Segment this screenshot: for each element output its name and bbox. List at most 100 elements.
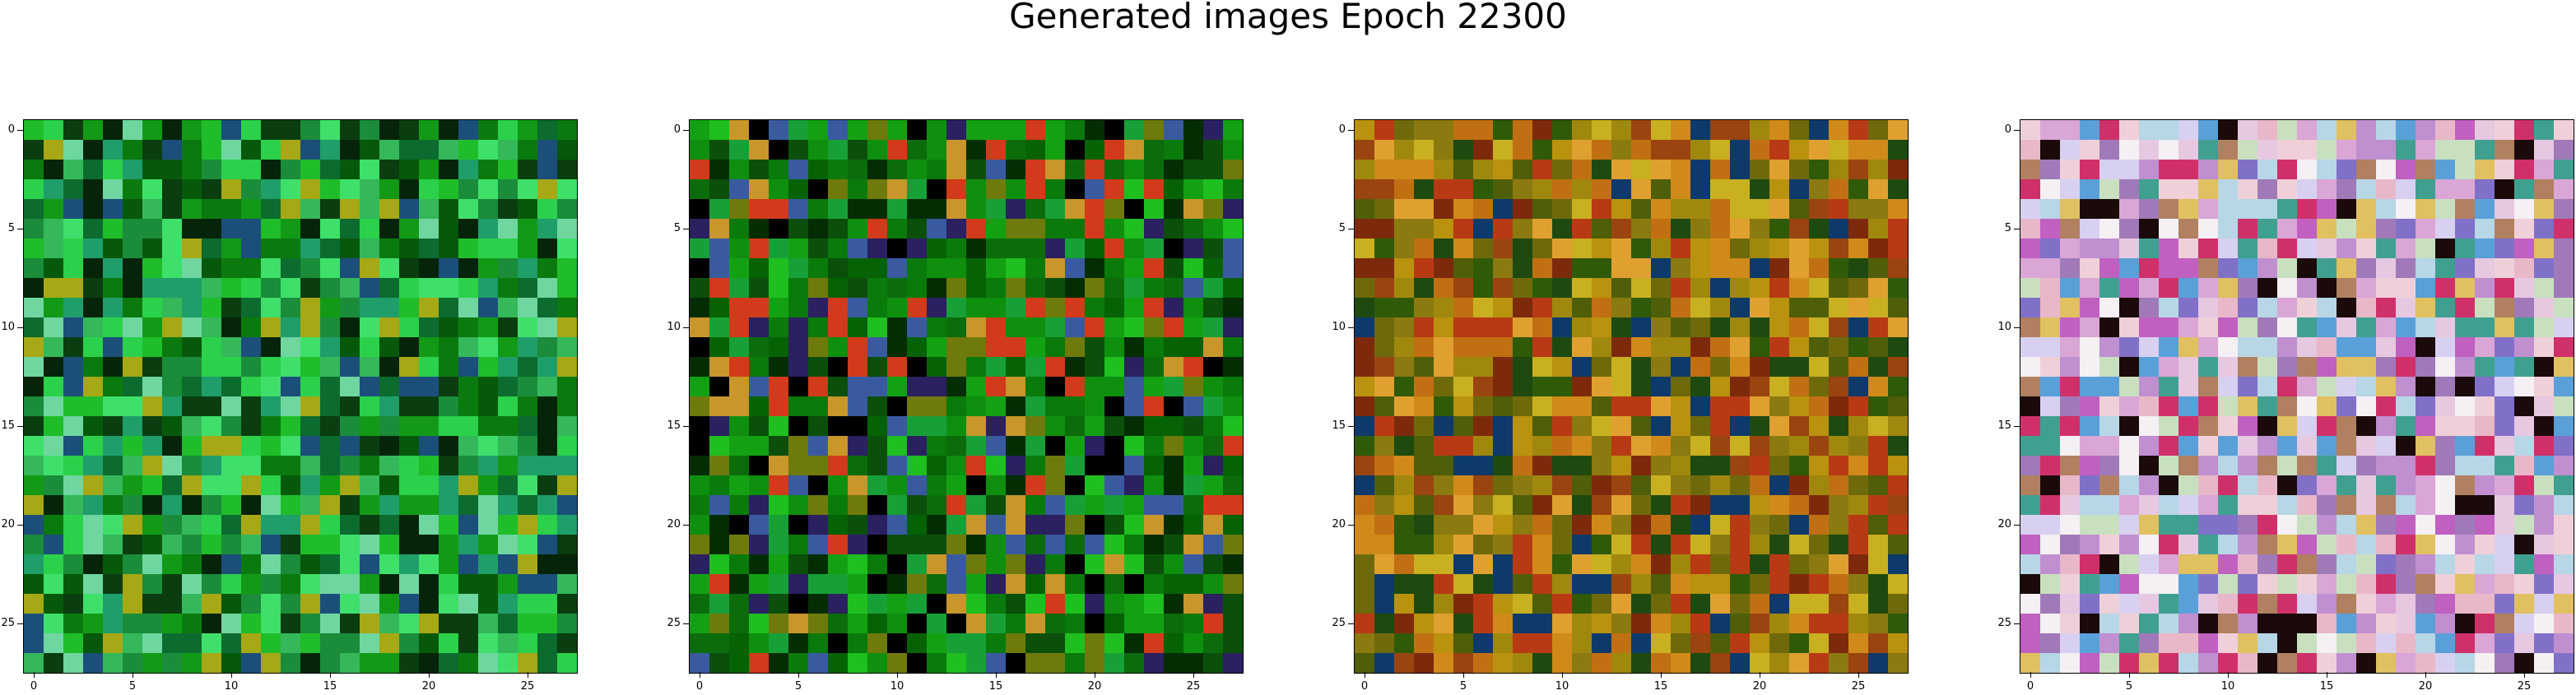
x-tick-mark	[330, 672, 331, 678]
pixel-cell	[2198, 495, 2219, 516]
pixel-cell	[709, 515, 730, 535]
pixel-cell	[1453, 574, 1474, 595]
pixel-cell	[1651, 614, 1672, 634]
pixel-cell	[162, 377, 183, 397]
pixel-cell	[162, 120, 183, 141]
pixel-cell	[907, 219, 928, 239]
pixel-cell	[1552, 160, 1573, 180]
pixel-cell	[261, 258, 281, 279]
pixel-cell	[24, 594, 44, 614]
pixel-cell	[399, 456, 420, 476]
pixel-cell	[1513, 614, 1533, 634]
pixel-cell	[2475, 377, 2495, 397]
pixel-cell	[2475, 535, 2495, 555]
pixel-cell	[241, 278, 262, 299]
pixel-cell	[1355, 495, 1375, 516]
pixel-cell	[2119, 278, 2140, 299]
pixel-cell	[1690, 396, 1711, 417]
pixel-cell	[1183, 633, 1204, 654]
pixel-cell	[518, 475, 538, 496]
pixel-cell	[2277, 337, 2298, 358]
pixel-cell	[439, 160, 459, 180]
pixel-cell	[1690, 653, 1711, 673]
pixel-cell	[2277, 653, 2298, 673]
pixel-cell	[2396, 554, 2416, 575]
pixel-cell	[24, 317, 44, 338]
pixel-cell	[2099, 633, 2120, 654]
x-tick-label: 20	[421, 680, 436, 693]
pixel-cell	[788, 160, 809, 180]
pixel-cell	[44, 633, 64, 654]
pixel-cell	[2159, 574, 2179, 595]
y-tick-mark	[2014, 327, 2020, 328]
pixel-cell	[1164, 535, 1184, 555]
pixel-cell	[2396, 594, 2416, 614]
pixel-cell	[1493, 278, 1514, 299]
pixel-cell	[690, 416, 710, 437]
pixel-cell	[340, 495, 360, 516]
pixel-cell	[1868, 633, 1889, 654]
pixel-cell	[123, 535, 143, 555]
pixel-cell	[2435, 239, 2456, 259]
pixel-cell	[557, 298, 577, 318]
pixel-cell	[419, 258, 439, 279]
pixel-cell	[537, 298, 558, 318]
pixel-cell	[966, 317, 987, 338]
x-tick-label: 0	[2026, 680, 2034, 693]
pixel-cell	[927, 219, 947, 239]
pixel-cell	[1085, 337, 1105, 358]
pixel-cell	[2238, 179, 2258, 200]
pixel-cell	[1473, 535, 1494, 555]
pixel-cell	[300, 337, 321, 358]
pixel-cell	[1104, 495, 1125, 516]
pixel-cell	[2218, 357, 2239, 378]
pixel-cell	[867, 416, 888, 437]
pixel-cell	[2297, 317, 2318, 338]
pixel-cell	[360, 377, 380, 397]
pixel-cell	[1750, 475, 1770, 496]
pixel-cell	[1374, 219, 1395, 239]
pixel-cell	[729, 377, 750, 397]
pixel-cell	[182, 554, 202, 575]
pixel-cell	[2356, 515, 2377, 535]
pixel-cell	[2198, 515, 2219, 535]
pixel-cell	[2435, 258, 2456, 279]
pixel-cell	[261, 337, 281, 358]
pixel-cell	[2475, 199, 2495, 220]
pixel-cell	[2297, 396, 2318, 417]
pixel-cell	[1104, 357, 1125, 378]
pixel-cell	[2119, 258, 2140, 279]
pixel-cell	[1006, 179, 1026, 200]
pixel-cell	[1611, 179, 1632, 200]
pixel-cell	[867, 594, 888, 614]
pixel-cell	[142, 475, 163, 496]
pixel-cell	[887, 120, 908, 141]
pixel-cell	[709, 633, 730, 654]
pixel-cell	[2099, 357, 2120, 378]
pixel-cell	[83, 317, 104, 338]
pixel-cell	[828, 614, 849, 634]
pixel-cell	[2139, 535, 2160, 555]
pixel-cell	[1789, 179, 1810, 200]
pixel-cell	[221, 160, 242, 180]
x-tick-label: 15	[323, 680, 337, 693]
pixel-cell	[1414, 456, 1434, 476]
pixel-cell	[1374, 475, 1395, 496]
pixel-cell	[83, 653, 104, 673]
pixel-cell	[1829, 140, 1849, 160]
pixel-cell	[44, 357, 64, 378]
pixel-cell	[1085, 258, 1105, 279]
pixel-cell	[399, 337, 420, 358]
pixel-cell	[1124, 120, 1145, 141]
pixel-cell	[241, 239, 262, 259]
pixel-cell	[2139, 495, 2160, 516]
pixel-cell	[1104, 120, 1125, 141]
pixel-cell	[1730, 317, 1751, 338]
pixel-cell	[1552, 554, 1573, 575]
pixel-cell	[1572, 416, 1593, 437]
pixel-cell	[2455, 317, 2476, 338]
pixel-cell	[1572, 535, 1593, 555]
pixel-cell	[1730, 357, 1751, 378]
pixel-cell	[221, 436, 242, 456]
pixel-cell	[690, 337, 710, 358]
